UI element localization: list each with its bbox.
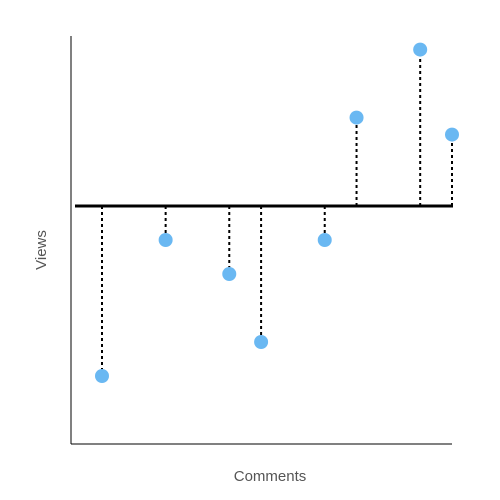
data-point-1: [158, 233, 173, 247]
data-point-7: [445, 127, 459, 142]
data-point-5: [349, 110, 364, 125]
data-point-6: [413, 42, 428, 57]
data-point-2: [222, 267, 237, 281]
y-axis-label: Views: [33, 230, 50, 270]
data-point-0: [95, 369, 109, 383]
data-point-4: [317, 233, 332, 247]
axes: [70, 36, 452, 445]
data-point-3: [254, 335, 269, 349]
stems: [101, 49, 453, 376]
points: [95, 42, 459, 383]
x-axis-label: Comments: [234, 468, 307, 485]
